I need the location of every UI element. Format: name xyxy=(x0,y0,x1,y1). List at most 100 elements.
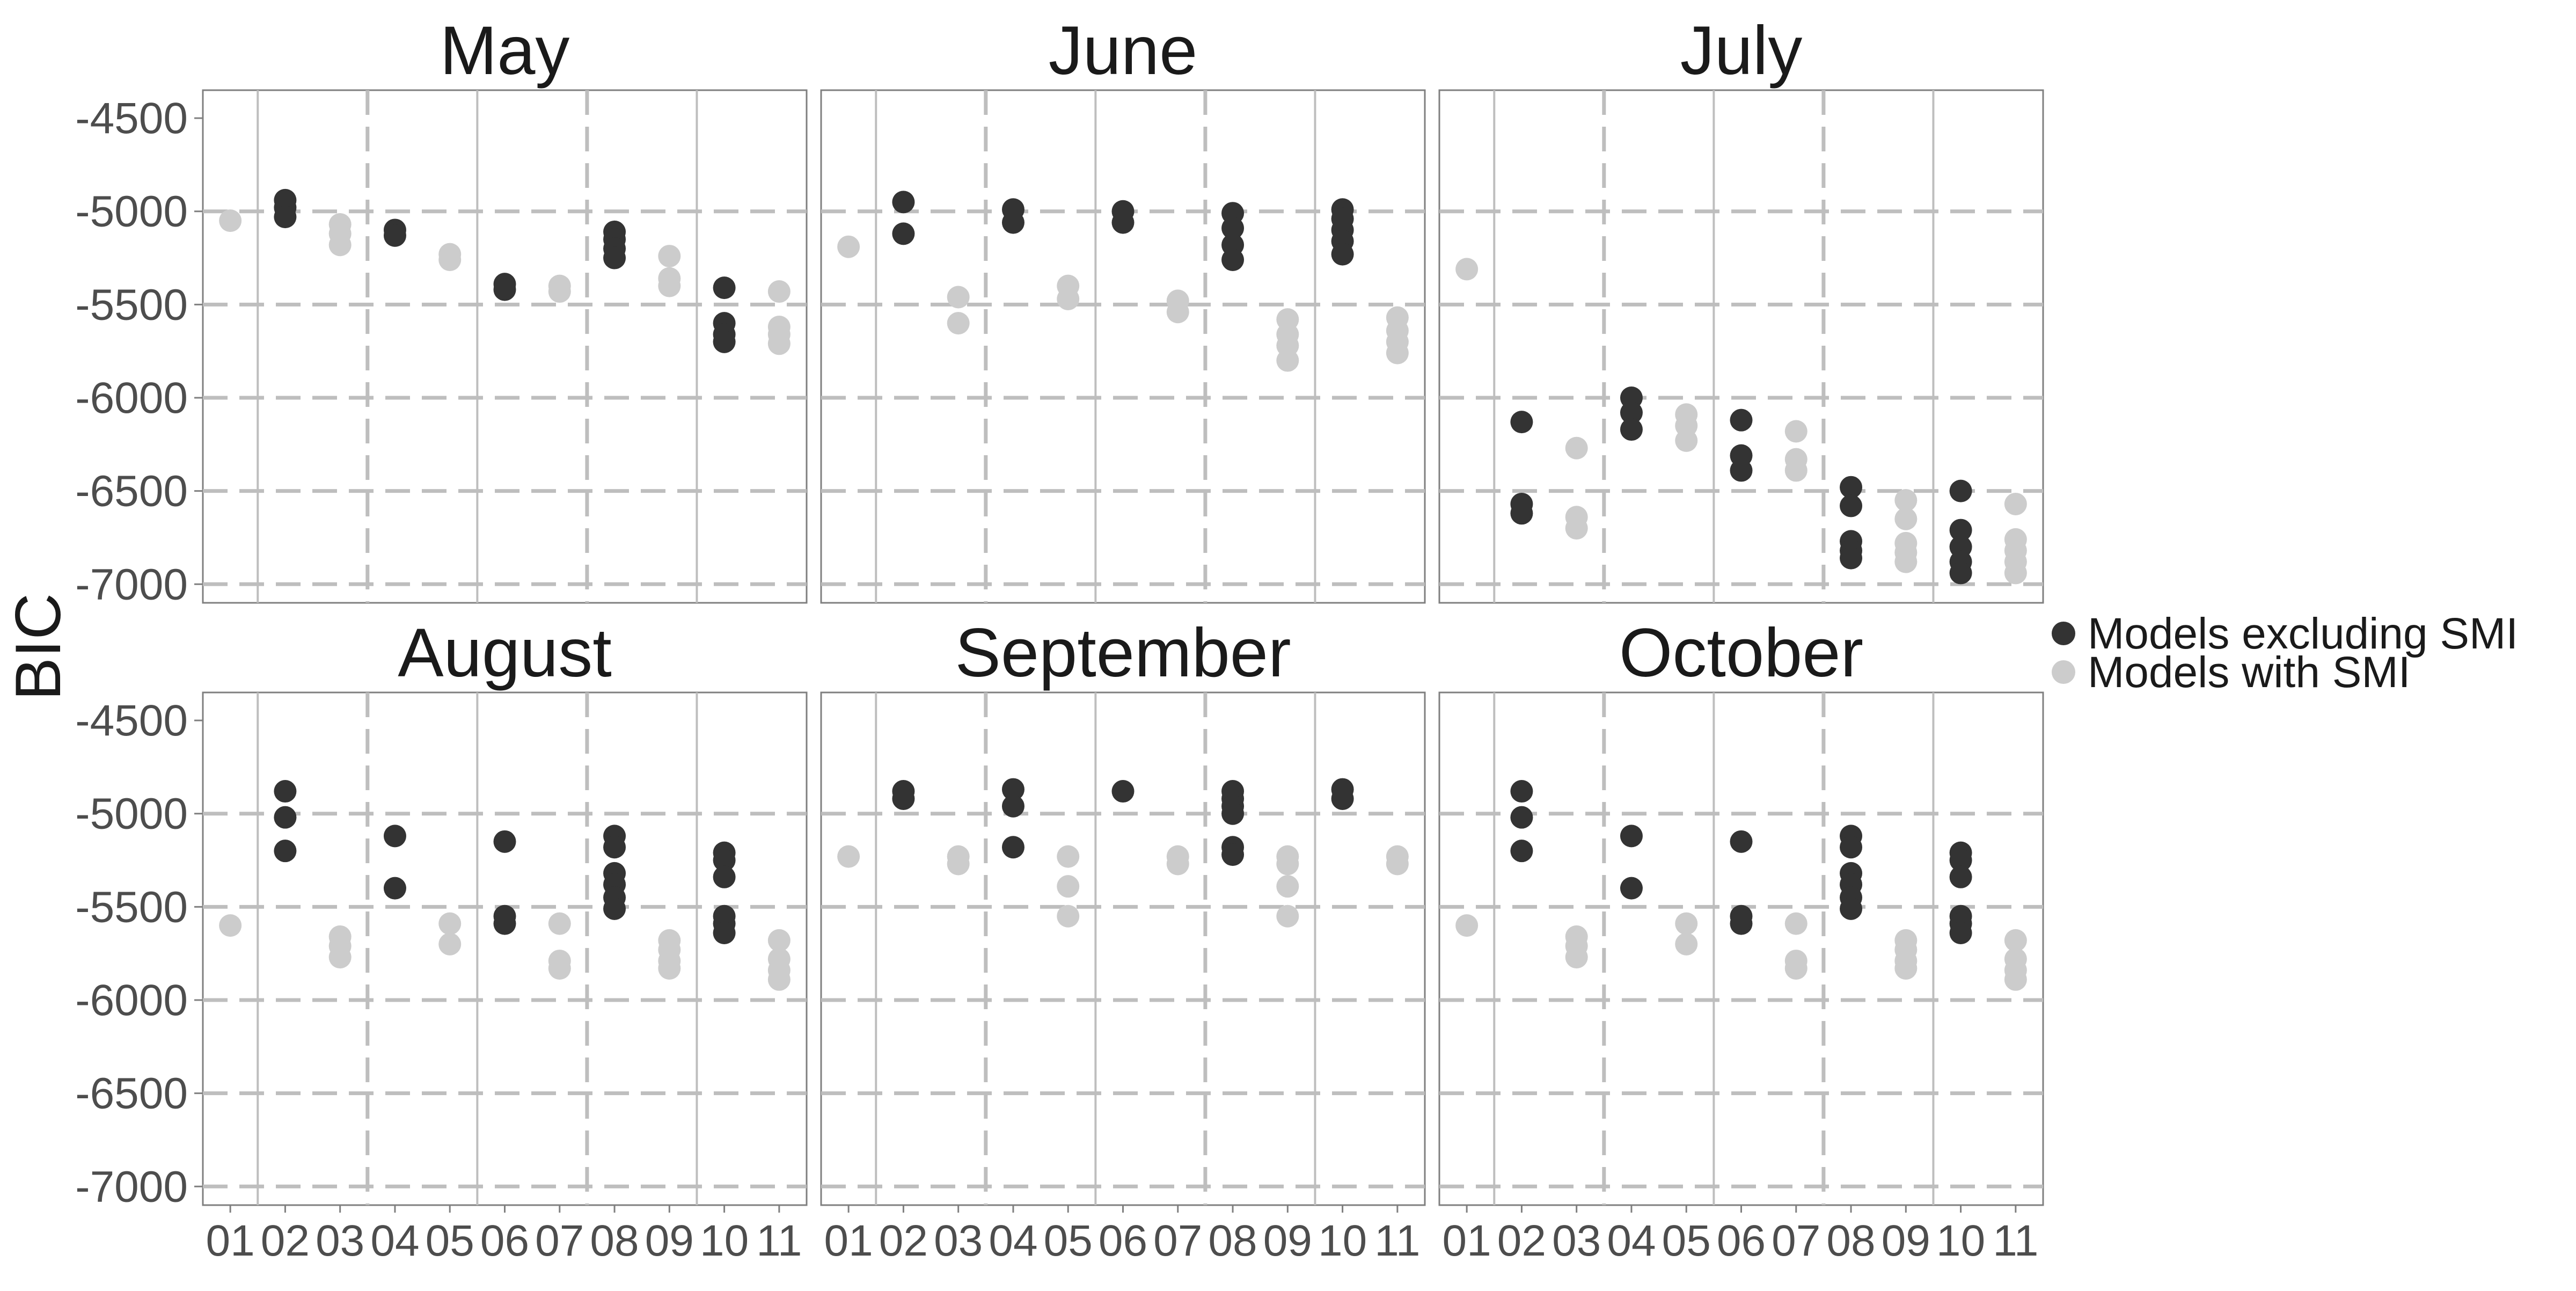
data-point-excluding-smi xyxy=(1620,418,1643,441)
data-point-with-smi xyxy=(438,932,462,956)
y-tick-label: -5000 xyxy=(75,790,188,838)
data-point-with-smi xyxy=(1386,852,1409,876)
data-point-with-smi xyxy=(1057,845,1080,868)
x-tick-label: 10 xyxy=(700,1216,749,1265)
data-point-excluding-smi xyxy=(1949,921,1972,944)
data-point-with-smi xyxy=(837,845,860,868)
data-point-with-smi xyxy=(1784,420,1807,443)
data-point-with-smi xyxy=(947,312,970,335)
data-point-excluding-smi xyxy=(1221,843,1245,866)
x-tick-label: 09 xyxy=(645,1216,694,1265)
data-point-with-smi xyxy=(2004,968,2027,991)
y-tick-label: -6500 xyxy=(75,1069,188,1118)
data-point-excluding-smi xyxy=(1620,401,1643,424)
data-point-excluding-smi xyxy=(1221,216,1245,239)
data-point-with-smi xyxy=(1057,905,1080,928)
data-point-with-smi xyxy=(947,286,970,309)
x-tick-label: 09 xyxy=(1882,1216,1930,1265)
data-point-excluding-smi xyxy=(1001,211,1024,234)
data-point-excluding-smi xyxy=(1510,502,1533,525)
data-point-excluding-smi xyxy=(713,849,736,872)
data-point-with-smi xyxy=(658,957,681,980)
data-point-excluding-smi xyxy=(892,191,915,214)
panel-frame xyxy=(202,691,808,1206)
data-point-with-smi xyxy=(219,209,242,232)
data-point-excluding-smi xyxy=(1949,849,1972,872)
data-point-with-smi xyxy=(767,929,791,952)
data-point-excluding-smi xyxy=(1840,836,1863,859)
data-point-with-smi xyxy=(1784,912,1807,935)
x-tick-label: 04 xyxy=(1607,1216,1656,1265)
data-point-excluding-smi xyxy=(274,780,297,803)
data-point-excluding-smi xyxy=(1730,459,1753,482)
data-point-with-smi xyxy=(1894,957,1918,980)
data-point-excluding-smi xyxy=(383,224,406,247)
data-point-with-smi xyxy=(1675,912,1698,935)
data-point-excluding-smi xyxy=(1620,825,1643,848)
data-point-excluding-smi xyxy=(1221,249,1245,272)
data-point-excluding-smi xyxy=(1949,865,1972,888)
y-tick-label: -5500 xyxy=(75,280,188,329)
y-tick-label: -7000 xyxy=(75,1162,188,1211)
data-point-with-smi xyxy=(548,957,571,980)
data-point-with-smi xyxy=(1784,459,1807,482)
data-point-excluding-smi xyxy=(1001,794,1024,818)
x-tick-label: 05 xyxy=(1662,1216,1711,1265)
data-point-with-smi xyxy=(1386,341,1409,364)
data-point-excluding-smi xyxy=(493,278,516,301)
panel-title: August xyxy=(398,615,612,691)
data-point-excluding-smi xyxy=(1001,836,1024,859)
data-point-with-smi xyxy=(2004,492,2027,515)
panel-frame xyxy=(820,691,1426,1206)
x-tick-label: 09 xyxy=(1263,1216,1312,1265)
data-point-excluding-smi xyxy=(713,276,736,300)
data-point-with-smi xyxy=(438,249,462,272)
data-point-excluding-smi xyxy=(274,206,297,229)
data-point-with-smi xyxy=(1675,932,1698,956)
data-point-excluding-smi xyxy=(1510,840,1533,863)
x-tick-label: 02 xyxy=(1497,1216,1546,1265)
x-tick-label: 05 xyxy=(1044,1216,1093,1265)
x-tick-label: 08 xyxy=(1208,1216,1257,1265)
data-point-excluding-smi xyxy=(1949,561,1972,585)
data-point-excluding-smi xyxy=(713,921,736,944)
legend-marker-with xyxy=(2052,660,2075,684)
data-point-with-smi xyxy=(328,234,352,257)
data-point-with-smi xyxy=(328,946,352,969)
data-point-excluding-smi xyxy=(1620,877,1643,900)
x-tick-label: 06 xyxy=(1099,1216,1147,1265)
data-point-with-smi xyxy=(1276,852,1299,876)
data-point-with-smi xyxy=(1565,436,1588,459)
data-point-with-smi xyxy=(2004,561,2027,585)
data-point-excluding-smi xyxy=(383,877,406,900)
data-point-excluding-smi xyxy=(603,246,626,269)
data-point-with-smi xyxy=(1166,852,1189,876)
x-tick-label: 08 xyxy=(1826,1216,1875,1265)
data-point-excluding-smi xyxy=(1510,411,1533,434)
data-point-with-smi xyxy=(2004,929,2027,952)
data-point-excluding-smi xyxy=(892,222,915,245)
x-tick-label: 10 xyxy=(1318,1216,1367,1265)
data-point-excluding-smi xyxy=(1730,912,1753,935)
data-point-with-smi xyxy=(1565,517,1588,540)
data-point-with-smi xyxy=(658,245,681,268)
x-tick-label: 08 xyxy=(590,1216,639,1265)
y-tick-label: -6000 xyxy=(75,374,188,422)
y-tick-label: -4500 xyxy=(75,94,188,143)
data-point-excluding-smi xyxy=(603,836,626,859)
data-point-with-smi xyxy=(947,852,970,876)
data-point-with-smi xyxy=(767,968,791,991)
x-tick-label: 10 xyxy=(1936,1216,1985,1265)
data-point-with-smi xyxy=(1894,550,1918,573)
data-point-excluding-smi xyxy=(713,865,736,888)
legend-label-with: Models with SMI xyxy=(2088,648,2411,697)
x-tick-label: 01 xyxy=(1443,1216,1491,1265)
data-point-with-smi xyxy=(1565,946,1588,969)
data-point-excluding-smi xyxy=(1840,494,1863,517)
y-tick-label: -5500 xyxy=(75,882,188,931)
data-point-with-smi xyxy=(1894,489,1918,512)
data-point-excluding-smi xyxy=(713,330,736,353)
y-tick-label: -6500 xyxy=(75,467,188,516)
data-point-with-smi xyxy=(1455,258,1479,281)
